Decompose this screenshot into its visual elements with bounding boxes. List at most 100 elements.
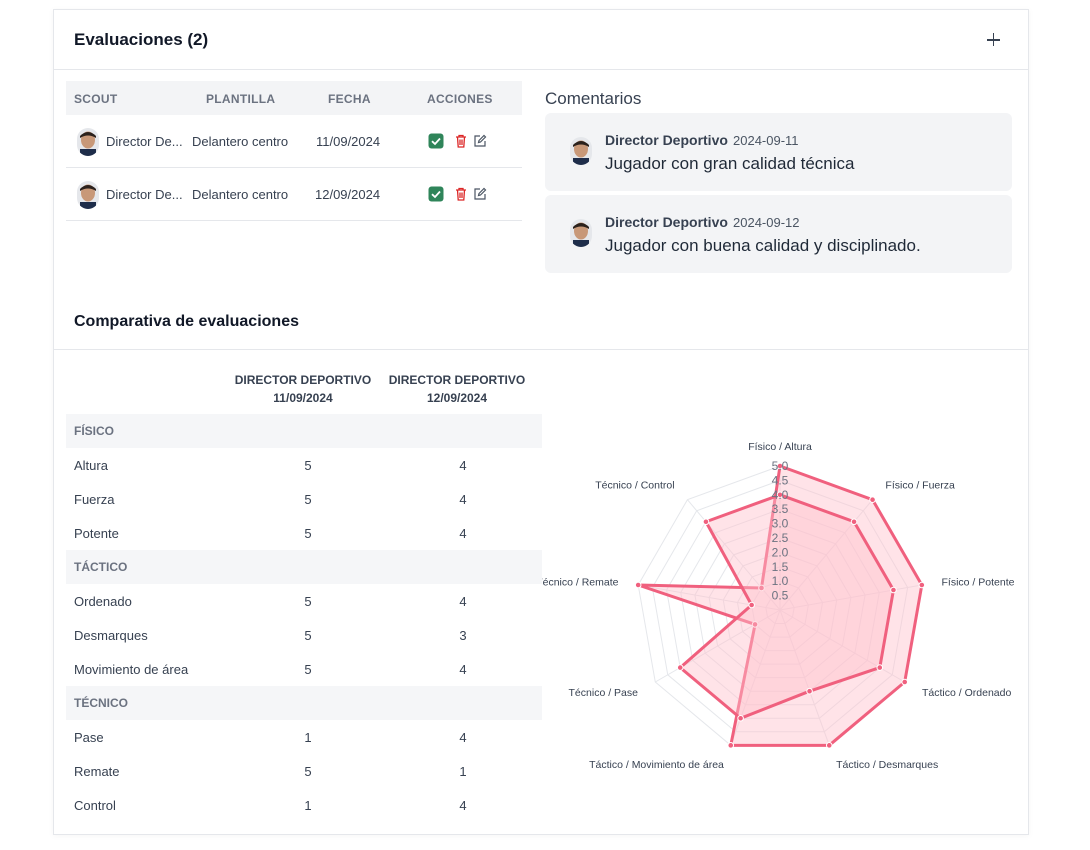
group-name: TÉCNICO [74, 696, 128, 710]
score-value: 4 [459, 492, 467, 507]
table-row[interactable]: Director De... Delantero centro 11/09/20… [66, 115, 522, 168]
score-value: 4 [459, 526, 467, 541]
radar-grid-ring [680, 508, 880, 706]
radar-point [634, 581, 642, 589]
table-header: SCOUT PLANTILLA FECHA ACCIONES [66, 81, 522, 115]
comment-date: 2024-09-11 [733, 133, 799, 148]
score-value: 4 [459, 730, 467, 745]
radar-tick-label: 2.5 [772, 531, 789, 545]
criterion-label: Desmarques [74, 628, 148, 643]
plantilla: Delantero centro [192, 187, 289, 202]
column-acciones: ACCIONES [427, 92, 493, 106]
radar-tick-label: 5.0 [772, 459, 789, 473]
score-value: 1 [459, 764, 467, 779]
score-value: 5 [304, 764, 312, 779]
radar-point [751, 621, 759, 628]
radar-axis-label: Técnico / Remate [542, 577, 619, 589]
score-value: 5 [304, 458, 312, 473]
check-square-icon[interactable] [428, 186, 444, 202]
radar-point [676, 664, 684, 671]
radar-axis-label: Táctico / Movimiento de área [589, 759, 724, 771]
radar-point [758, 584, 765, 592]
radar-point [776, 462, 784, 470]
fecha: 12/09/2024 [315, 187, 381, 202]
edit-icon[interactable] [472, 186, 488, 202]
score-value: 1 [304, 730, 312, 745]
radar-point [869, 496, 876, 503]
comparison-column-header: DIRECTOR DEPORTIVO 12/09/2024 [382, 371, 532, 407]
table-row[interactable]: Director De... Delantero centro 12/09/20… [66, 168, 522, 221]
avatar [570, 137, 592, 165]
score-value: 1 [304, 798, 312, 813]
group-name: TÁCTICO [74, 560, 128, 574]
criterion-label: Remate [74, 764, 120, 779]
radar-spoke [779, 584, 922, 611]
radar-point [748, 601, 755, 609]
radar-point [850, 518, 858, 526]
group-header: TÁCTICO [66, 550, 542, 584]
radar-series-1 [637, 463, 924, 747]
comment-card: Director Deportivo 2024-09-11 Jugador co… [545, 113, 1012, 191]
scout-name: Director De... [106, 134, 183, 149]
radar-spoke [638, 584, 781, 611]
comparison-title: Comparativa de evaluaciones [74, 313, 299, 330]
score-value: 5 [304, 628, 312, 643]
criterion-label: Pase [74, 730, 104, 745]
radar-grid-ring [708, 537, 852, 679]
group-header: TÉCNICO [66, 686, 542, 720]
criterion-label: Potente [74, 526, 119, 541]
score-value: 3 [459, 628, 467, 643]
trash-icon[interactable] [453, 186, 469, 202]
add-evaluation-button[interactable] [982, 28, 1006, 52]
radar-grid-ring [765, 595, 795, 625]
criterion-label: Fuerza [74, 492, 115, 507]
radar-grid-ring [751, 580, 809, 638]
score-value: 4 [459, 594, 467, 609]
trash-icon[interactable] [453, 133, 469, 149]
comment-date: 2024-09-12 [733, 215, 800, 230]
column-scout-name: DIRECTOR DEPORTIVO [388, 373, 526, 387]
card-header: Evaluaciones (2) [54, 10, 1028, 70]
radar-tick-label: 0.5 [772, 589, 789, 603]
radar-spoke [779, 609, 905, 683]
score-value: 5 [304, 492, 312, 507]
score-value: 5 [304, 662, 312, 677]
radar-spoke [655, 609, 781, 683]
column-scout: SCOUT [74, 92, 118, 106]
evaluations-card: Evaluaciones (2) SCOUT PLANTILLA FECHA A… [53, 9, 1029, 835]
comment-text: Jugador con gran calidad técnica [605, 154, 855, 173]
radar-point [776, 491, 784, 499]
radar-axis-label: Táctico / Desmarques [836, 759, 938, 771]
group-header: FÍSICO [66, 414, 542, 448]
radar-point [702, 518, 710, 526]
comparison-column-header: DIRECTOR DEPORTIVO 11/09/2024 [228, 371, 378, 407]
radar-axis-label: Táctico / Ordenado [922, 687, 1011, 699]
radar-grid-ring [694, 523, 866, 692]
fecha: 11/09/2024 [316, 134, 381, 149]
comment-card: Director Deportivo 2024-09-12 Jugador co… [545, 195, 1012, 273]
column-scout-name: DIRECTOR DEPORTIVO [234, 373, 372, 387]
plantilla: Delantero centro [192, 134, 289, 149]
radar-point [890, 586, 897, 594]
comments-title: Comentarios [545, 89, 642, 108]
radar-point [737, 714, 744, 722]
criterion-label: Movimiento de área [74, 662, 189, 677]
radar-spoke [687, 499, 781, 611]
avatar [77, 128, 99, 156]
radar-grid-ring [722, 551, 838, 665]
avatar [570, 219, 592, 247]
score-value: 4 [459, 458, 467, 473]
radar-series-2 [677, 493, 896, 720]
radar-point [806, 687, 813, 695]
check-square-icon[interactable] [428, 133, 444, 149]
comment-author: Director Deportivo [605, 214, 728, 230]
radar-grid-ring [651, 479, 909, 733]
criterion-label: Altura [74, 458, 108, 473]
evaluations-table: SCOUT PLANTILLA FECHA ACCIONES Director … [66, 81, 522, 221]
radar-point [727, 742, 735, 749]
edit-icon[interactable] [472, 133, 488, 149]
radar-tick-label: 4.0 [772, 488, 789, 502]
comment-author: Director Deportivo [605, 132, 728, 148]
criterion-label: Control [74, 798, 116, 813]
radar-point [901, 678, 909, 686]
